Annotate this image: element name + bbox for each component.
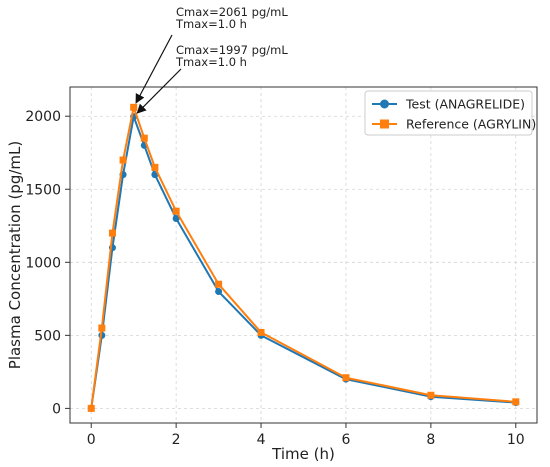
annotation-text: Cmax=1997 pg/mL	[176, 43, 288, 57]
test-data-point	[172, 214, 180, 222]
y-tick-label: 1000	[25, 255, 61, 271]
y-tick-label: 0	[52, 401, 61, 417]
reference-data-point	[215, 280, 223, 288]
legend: Test (ANAGRELIDE) Reference (AGRYLIN)	[364, 90, 536, 136]
legend-frame	[364, 90, 533, 136]
annotation-arrow	[136, 68, 182, 114]
reference-data-point	[512, 398, 520, 406]
reference-data-point	[130, 103, 138, 111]
x-tick-label: 0	[87, 432, 96, 448]
legend-item-test: Test (ANAGRELIDE)	[372, 97, 525, 112]
x-tick-label: 6	[341, 432, 350, 448]
legend-box: Test (ANAGRELIDE) Reference (AGRYLIN)	[364, 90, 536, 136]
reference-series	[87, 103, 520, 412]
series-layer	[87, 103, 520, 412]
reference-data-point	[427, 391, 435, 399]
reference-data-point	[108, 229, 116, 237]
y-tick-label: 500	[34, 328, 61, 344]
reference-data-point	[140, 134, 148, 142]
plot-frame	[69, 86, 538, 424]
x-tick-label: 2	[172, 432, 181, 448]
annotation-arrow	[135, 34, 173, 104]
x-tick-label: 4	[257, 432, 266, 448]
grid	[70, 87, 537, 423]
axes: 0 2 4 6 8 10 0 500 1000 1500 2000 Time (h) Plasma Co…	[6, 86, 538, 463]
legend-label: Test (ANAGRELIDE)	[405, 97, 525, 112]
x-tick-label: 10	[507, 432, 525, 448]
annotation-text: Tmax=1.0 h	[175, 17, 247, 31]
y-tick-label: 2000	[25, 109, 61, 125]
x-tick-label: 8	[426, 432, 435, 448]
legend-item-reference: Reference (AGRYLIN)	[372, 117, 536, 132]
reference-data-point	[172, 207, 180, 215]
reference-data-point	[119, 156, 127, 164]
test-data-point	[215, 288, 223, 296]
y-tick-label: 1500	[25, 182, 61, 198]
reference-data-point	[98, 324, 106, 332]
reference-data-point	[342, 374, 350, 382]
annotation-text: Tmax=1.0 h	[175, 55, 247, 69]
reference-data-point	[87, 404, 95, 412]
plot-background	[70, 87, 537, 423]
legend-marker	[380, 99, 389, 109]
legend-marker	[380, 119, 389, 129]
reference-data-point	[151, 163, 159, 171]
y-axis-label: Plasma Concentration (pg/mL)	[6, 141, 24, 369]
x-axis-label: Time (h)	[271, 445, 335, 463]
annotation-text: Cmax=2061 pg/mL	[176, 5, 288, 19]
legend-label: Reference (AGRYLIN)	[406, 117, 536, 132]
reference-data-point	[257, 328, 265, 336]
